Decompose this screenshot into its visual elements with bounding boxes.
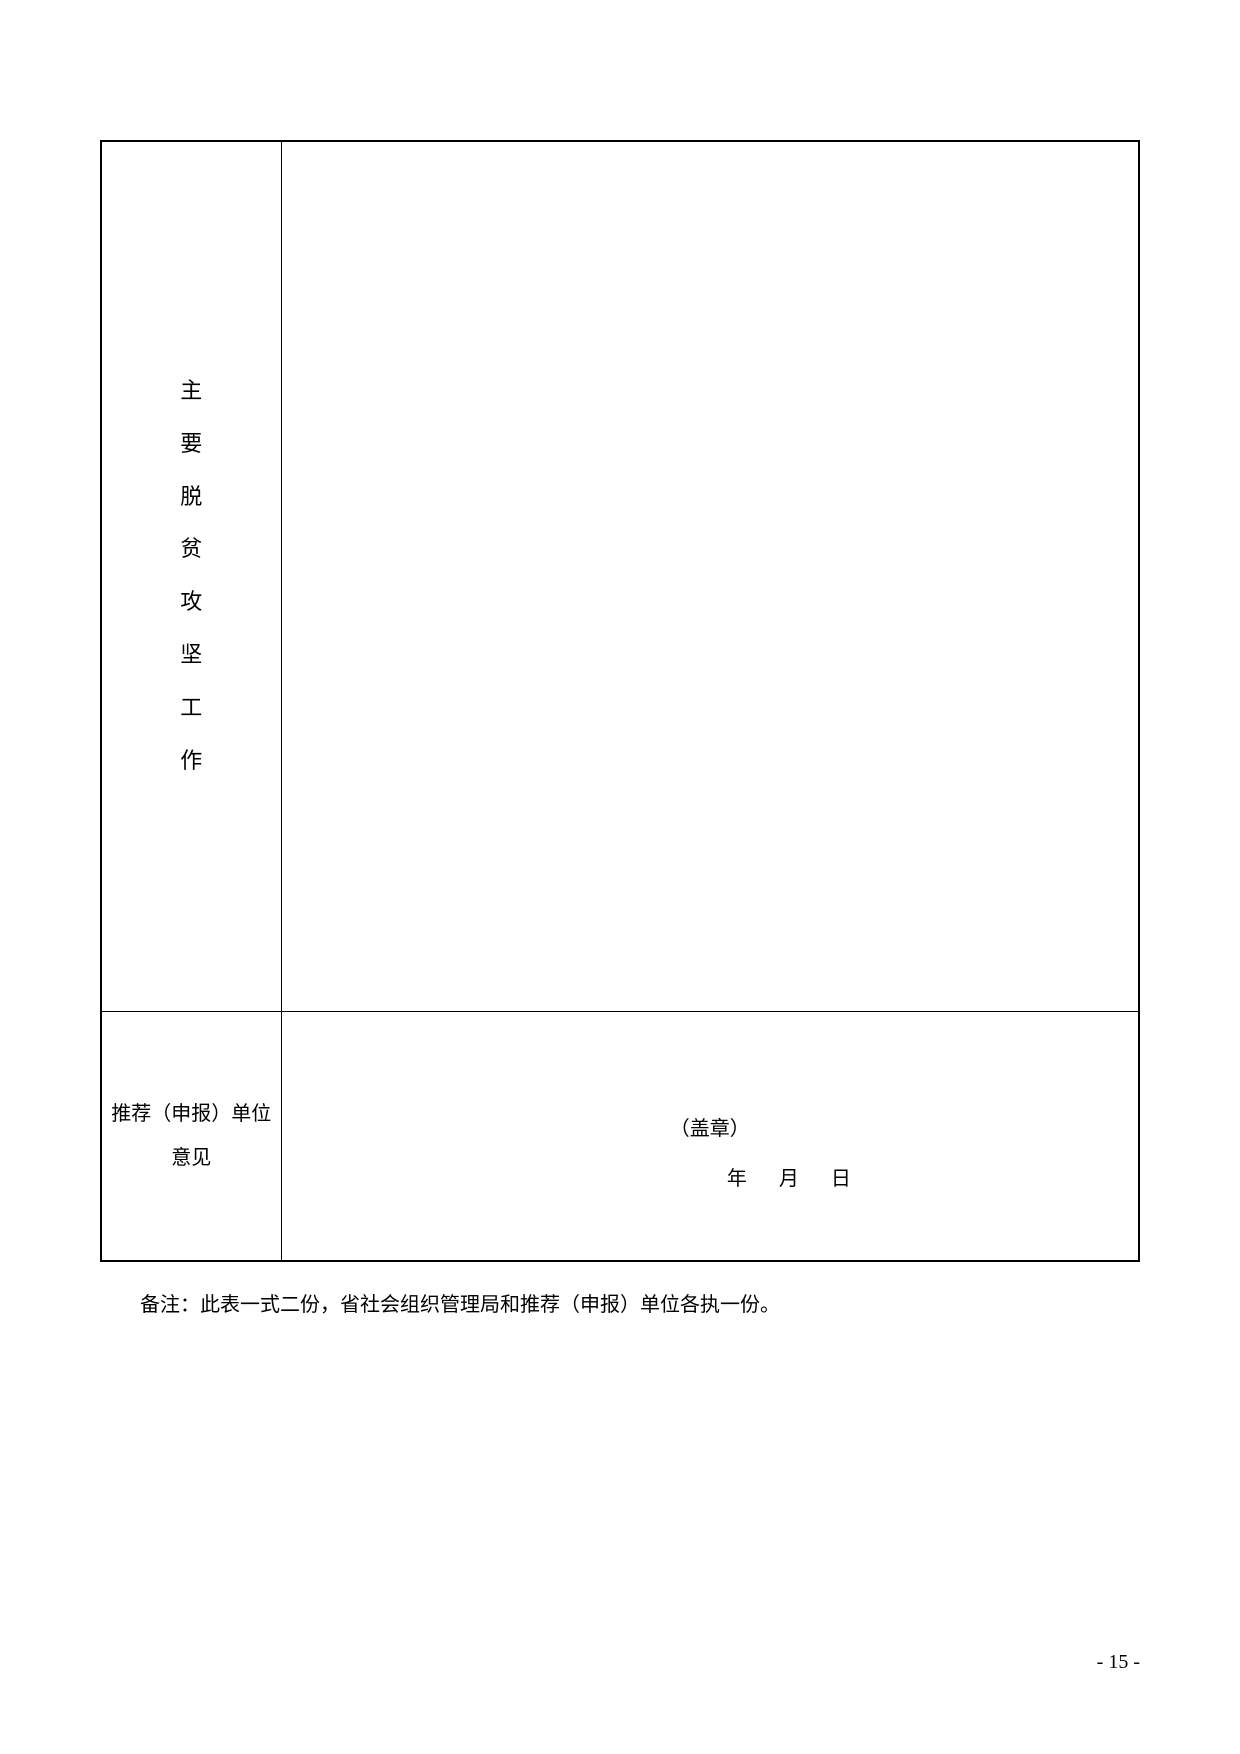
page-container: 主 要 脱 贫 攻 坚 工 作 推荐（申报）单位 意见 （盖章） 年 月 日 xyxy=(0,0,1240,1754)
row2-label-line2: 意见 xyxy=(110,1136,273,1180)
page-number: - 15 - xyxy=(1097,1651,1140,1674)
char: 贫 xyxy=(180,523,202,576)
char: 攻 xyxy=(180,576,202,629)
date-text: 年 月 日 xyxy=(727,1162,857,1191)
char: 工 xyxy=(180,682,202,735)
row2-label-line1: 推荐（申报）单位 xyxy=(110,1092,273,1136)
vertical-label: 主 要 脱 贫 攻 坚 工 作 xyxy=(102,162,281,991)
char: 作 xyxy=(180,735,202,788)
char: 主 xyxy=(180,365,202,418)
row2-content-cell: （盖章） 年 月 日 xyxy=(281,1011,1139,1261)
char: 脱 xyxy=(180,471,202,524)
row1-content-cell xyxy=(281,141,1139,1011)
note-text: 备注：此表一式二份，省社会组织管理局和推荐（申报）单位各执一份。 xyxy=(100,1287,1140,1323)
char: 要 xyxy=(180,418,202,471)
table-row: 推荐（申报）单位 意见 （盖章） 年 月 日 xyxy=(101,1011,1139,1261)
stamp-text: （盖章） xyxy=(670,1112,750,1141)
row2-label-cell: 推荐（申报）单位 意见 xyxy=(101,1011,281,1261)
row1-label-cell: 主 要 脱 贫 攻 坚 工 作 xyxy=(101,141,281,1011)
form-table: 主 要 脱 贫 攻 坚 工 作 推荐（申报）单位 意见 （盖章） 年 月 日 xyxy=(100,140,1140,1262)
char: 坚 xyxy=(180,629,202,682)
table-row: 主 要 脱 贫 攻 坚 工 作 xyxy=(101,141,1139,1011)
